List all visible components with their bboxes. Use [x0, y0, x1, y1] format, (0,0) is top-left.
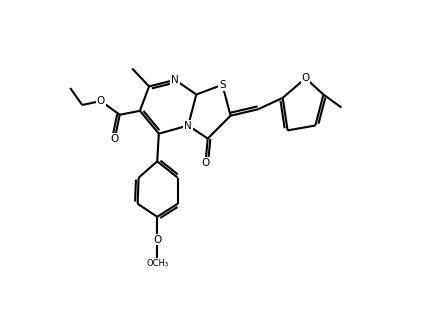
Text: N: N	[171, 75, 179, 85]
Text: O: O	[301, 73, 310, 83]
Text: S: S	[219, 80, 226, 90]
Text: O: O	[111, 134, 119, 143]
Text: O: O	[97, 96, 105, 106]
Text: OCH₃: OCH₃	[146, 259, 168, 268]
Text: O: O	[201, 158, 210, 168]
Text: O: O	[153, 235, 161, 244]
Text: N: N	[184, 121, 192, 130]
